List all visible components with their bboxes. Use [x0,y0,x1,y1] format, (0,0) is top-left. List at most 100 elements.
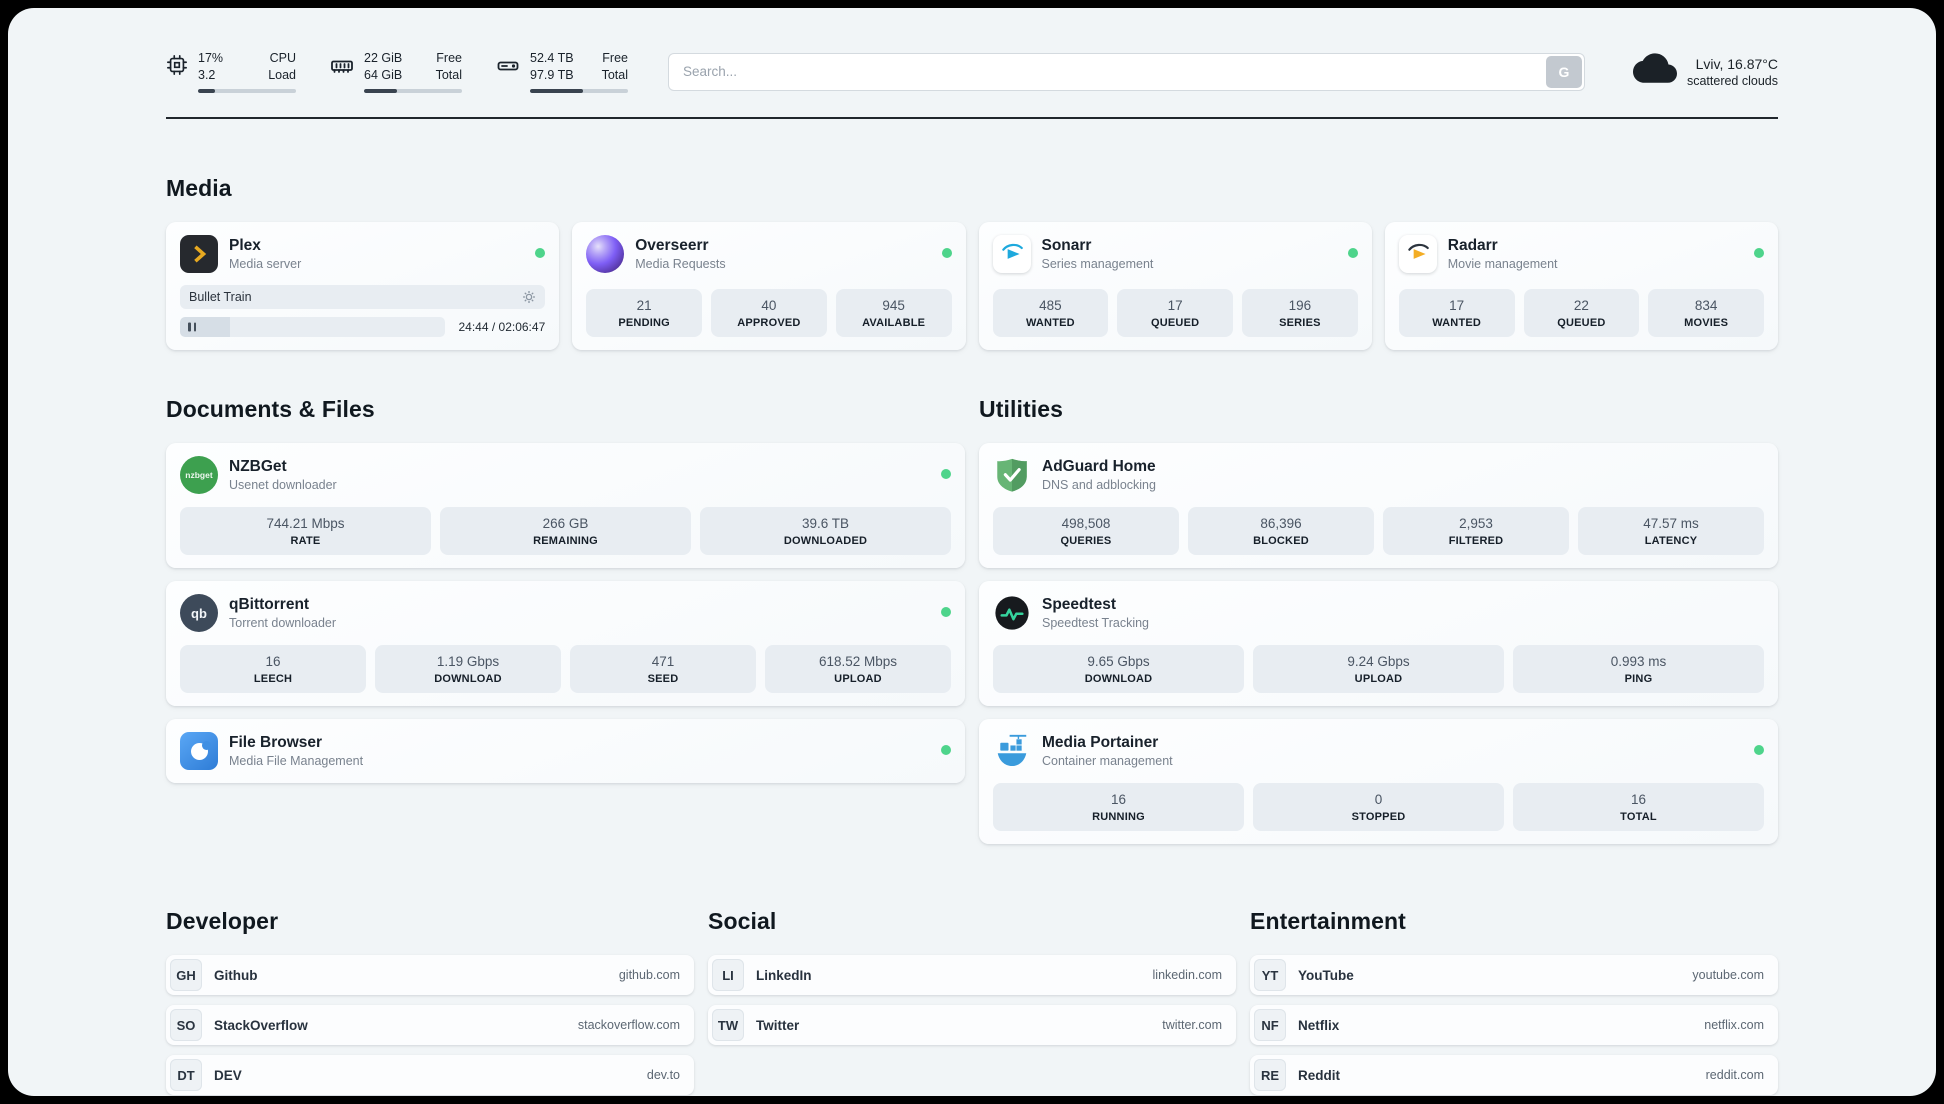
netflix-badge-icon: NF [1254,1009,1286,1041]
cpu-load-label: Load [268,67,296,82]
playback-progress-bar[interactable] [180,317,445,337]
app-card-qbittorrent[interactable]: qb qBittorrent Torrent downloader 16 LEE… [166,581,965,706]
bookmark-github[interactable]: GH Github github.com [166,955,694,995]
bookmark-youtube[interactable]: YT YouTube youtube.com [1250,955,1778,995]
nzbget-status-indicator [941,469,951,479]
youtube-badge-icon: YT [1254,959,1286,991]
qbittorrent-stats: 16 LEECH 1.19 Gbps DOWNLOAD 471 SEED [180,632,951,693]
header-divider [166,117,1778,119]
weather-widget: Lviv, 16.87°C scattered clouds [1632,52,1778,91]
app-card-overseerr[interactable]: Overseerr Media Requests 21 PENDING 40 A… [572,222,966,350]
adguard-icon [993,456,1031,494]
qbittorrent-status-indicator [941,607,951,617]
bookmark-netflix[interactable]: NF Netflix netflix.com [1250,1005,1778,1045]
section-title-social: Social [708,908,777,934]
disk-metric: 52.4 TB 97.9 TB Free Total [496,50,628,93]
app-desc: Torrent downloader [229,616,337,630]
stat-queued: 22 QUEUED [1523,289,1640,337]
app-name: File Browser [229,734,323,751]
ram-total-label: Total [435,67,462,82]
plex-status-indicator [535,248,546,258]
app-card-nzbget[interactable]: nzbget NZBGet Usenet downloader 744.21 M… [166,443,965,568]
speedtest-stats: 9.65 Gbps DOWNLOAD 9.24 Gbps UPLOAD 0.99… [993,632,1764,693]
portainer-stats: 16 RUNNING 0 STOPPED 16 TOTAL [993,770,1764,831]
search-input[interactable] [668,52,1585,91]
app-card-portainer[interactable]: Media Portainer Container management 16 … [979,719,1778,844]
app-card-plex[interactable]: Plex Media server Bullet Train [166,222,560,350]
overseerr-status-indicator [941,248,952,258]
filebrowser-status-indicator [941,745,951,755]
ram-free-label: Free [436,51,462,65]
app-card-speedtest[interactable]: Speedtest Speedtest Tracking 9.65 Gbps D… [979,581,1778,706]
overseerr-stats: 21 PENDING 40 APPROVED 945 AVAILABLE [586,276,952,337]
bookmark-linkedin[interactable]: LI LinkedIn linkedin.com [708,955,1236,995]
stat-blocked: 86,396 BLOCKED [1188,507,1374,555]
bookmark-stackoverflow[interactable]: SO StackOverflow stackoverflow.com [166,1005,694,1045]
ram-progress-bar [364,89,462,93]
bookmarks-entertainment: Entertainment YT YouTube youtube.com NF … [1250,844,1778,1096]
stat-seed: 471 SEED [570,645,756,693]
app-card-sonarr[interactable]: Sonarr Series management 485 WANTED 17 Q… [978,222,1372,350]
stat-wanted: 485 WANTED [992,289,1109,337]
app-desc: Media Requests [635,257,726,271]
app-name: Sonarr [1041,237,1092,254]
stat-stopped: 0 STOPPED [1253,783,1504,831]
app-card-filebrowser[interactable]: File Browser Media File Management [166,719,965,783]
stat-available: 945 AVAILABLE [835,289,952,337]
utilities-column: Utilities [979,350,1778,844]
stat-ping: 0.993 ms PING [1513,645,1764,693]
pause-icon[interactable] [188,322,196,332]
bookmarks-developer: Developer GH Github github.com SO StackO… [166,844,694,1096]
nzbget-icon: nzbget [180,456,218,494]
radarr-status-indicator [1754,248,1764,258]
stat-approved: 40 APPROVED [711,289,827,337]
bookmark-dev[interactable]: DT DEV dev.to [166,1055,694,1095]
app-name: qBittorrent [229,596,310,613]
ram-icon [330,50,354,78]
section-title-entertainment: Entertainment [1250,908,1406,934]
app-name: Radarr [1447,237,1498,254]
sonarr-status-indicator [1347,248,1358,258]
disk-free-value: 52.4 TB [530,51,574,65]
stackoverflow-badge-icon: SO [170,1009,202,1041]
weather-location: Lviv, 16.87°C [1695,55,1778,72]
app-name: Speedtest [1042,596,1117,613]
stat-queued: 17 QUEUED [1117,289,1233,337]
media-cards: Plex Media server Bullet Train [166,222,1778,350]
disk-progress-bar [530,89,628,93]
app-card-adguard[interactable]: AdGuard Home DNS and adblocking 498,508 … [979,443,1778,568]
qbittorrent-icon: qb [180,594,218,632]
documents-column: Documents & Files nzbget NZBGet Usenet d… [166,350,965,783]
bookmark-reddit[interactable]: RE Reddit reddit.com [1250,1055,1778,1095]
app-card-radarr[interactable]: Radarr Movie management 17 WANTED 22 QUE… [1384,222,1778,350]
app-desc: Media server [229,257,302,271]
cpu-metric: 17% 3.2 CPU Load [166,50,296,93]
app-name: AdGuard Home [1042,458,1156,475]
search-bar: G [668,52,1585,91]
cpu-load-value: 3.2 [198,67,216,82]
github-badge-icon: GH [170,959,202,991]
stat-latency: 47.57 ms LATENCY [1578,507,1764,555]
stat-download: 1.19 Gbps DOWNLOAD [375,645,561,693]
radarr-stats: 17 WANTED 22 QUEUED 834 MOVIES [1398,276,1764,337]
disk-free-label: Free [602,51,628,65]
app-desc: Container management [1042,754,1173,768]
cpu-progress-bar [198,89,296,93]
section-title-documents: Documents & Files [166,396,375,422]
gear-icon[interactable] [522,290,536,304]
cloud-icon [1632,52,1677,91]
bookmarks-section: Developer GH Github github.com SO StackO… [166,844,1778,1096]
portainer-icon [993,732,1031,770]
stat-series: 196 SERIES [1242,289,1358,337]
cpu-usage-value: 17% [198,51,224,65]
bookmark-twitter[interactable]: TW Twitter twitter.com [708,1005,1236,1045]
search-engine-button[interactable]: G [1545,55,1582,88]
app-desc: Media File Management [229,754,364,768]
playback-time: 24:44 / 02:06:47 [458,320,546,334]
app-desc: Speedtest Tracking [1042,616,1150,630]
linkedin-badge-icon: LI [712,959,744,991]
ram-metric: 22 GiB 64 GiB Free Total [330,50,462,93]
app-desc: Movie management [1447,257,1558,271]
plex-now-playing: Bullet Train 24:44 / [180,273,546,337]
stat-leech: 16 LEECH [180,645,366,693]
